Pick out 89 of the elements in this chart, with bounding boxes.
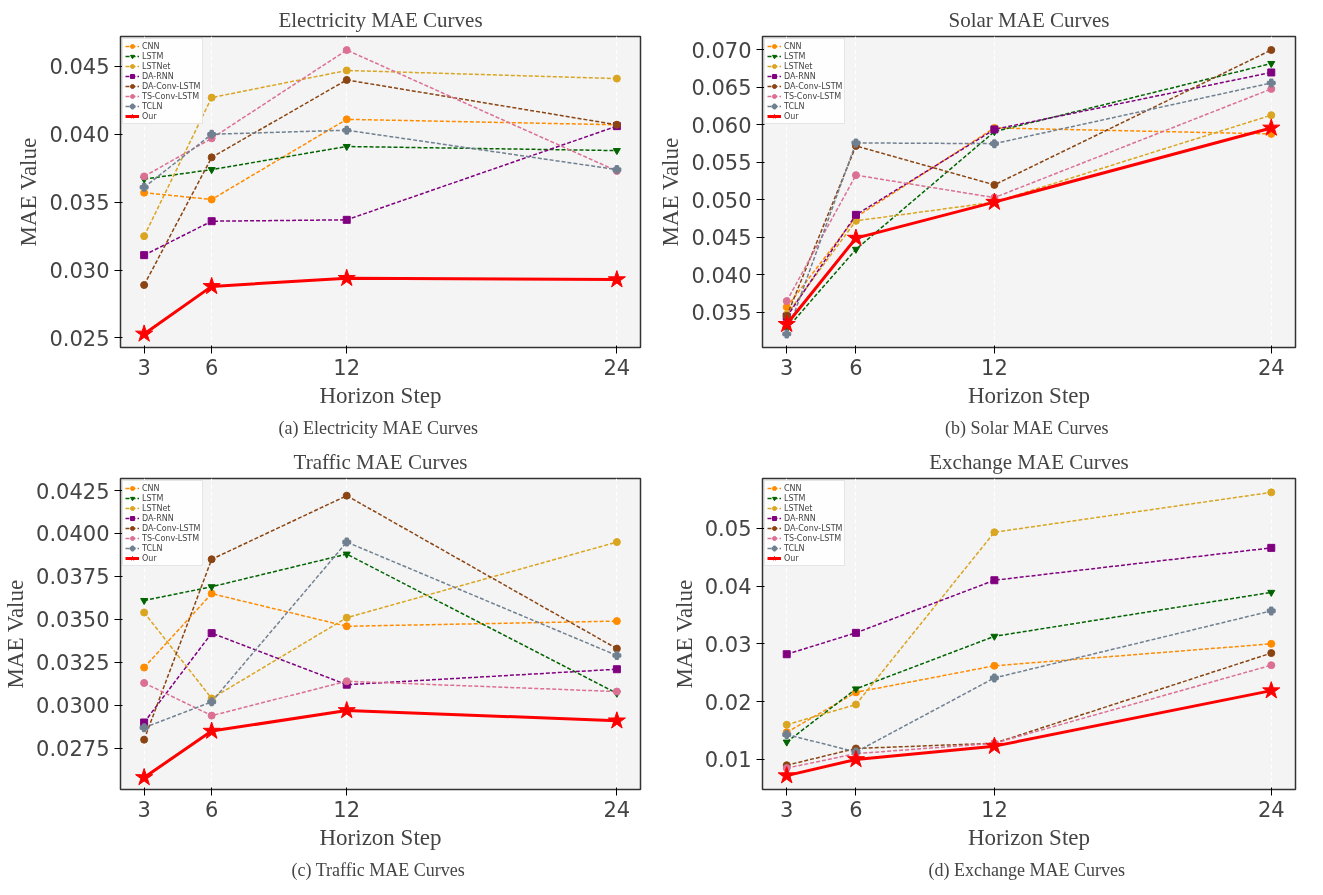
x-tick-label: 24: [1257, 355, 1285, 380]
legend-label: CNN: [784, 483, 803, 493]
x-tick-label: 12: [981, 355, 1008, 380]
legend-label: LSTNet: [142, 61, 171, 71]
legend-label: DA-RNN: [784, 513, 816, 523]
text: (c) Traffic MAE Curves: [291, 859, 465, 881]
x-tick-label: 3: [137, 355, 151, 380]
x-axis-title: Horizon Step: [968, 824, 1091, 850]
text: (d) Exchange MAE Curves: [928, 859, 1125, 881]
legend-label: LSTNet: [784, 61, 813, 71]
y-tick-label: 0.0375: [36, 565, 110, 590]
legend-label: TS-Conv-LSTM: [784, 91, 842, 101]
y-tick-label: 0.055: [691, 151, 752, 176]
legend-label: LSTM: [784, 493, 806, 503]
y-tick-label: 0.0425: [36, 479, 110, 504]
legend-label: TCLN: [784, 101, 805, 111]
legend-label: TCLN: [142, 543, 163, 553]
chart-title: Traffic MAE Curves: [293, 449, 468, 474]
y-tick-label: 0.04: [704, 575, 752, 600]
x-tick-label: 12: [333, 797, 361, 822]
y-tick-label: 0.0275: [36, 737, 110, 762]
y-tick-label: 0.070: [691, 38, 752, 63]
y-tick-label: 0.030: [49, 259, 110, 284]
chart-title: Solar MAE Curves: [948, 7, 1110, 32]
x-tick-label: 24: [1257, 797, 1285, 822]
y-tick-label: 0.025: [49, 326, 110, 351]
x-axis-title: Horizon Step: [968, 382, 1091, 408]
x-tick-label: 6: [849, 797, 863, 822]
legend-label: LSTNet: [142, 503, 171, 513]
legend-label: DA-Conv-LSTM: [784, 523, 843, 533]
x-tick-label: 6: [849, 355, 863, 380]
x-tick-label: 12: [333, 355, 361, 380]
legend-label: DA-Conv-LSTM: [142, 81, 201, 91]
legend-label: LSTM: [784, 51, 806, 61]
legend-label: DA-RNN: [142, 513, 174, 523]
chart-title: Exchange MAE Curves: [929, 449, 1129, 474]
y-tick-label: 0.065: [691, 76, 752, 101]
legend-label: TCLN: [142, 101, 163, 111]
y-tick-label: 0.035: [49, 191, 110, 216]
legend-label: DA-Conv-LSTM: [142, 523, 201, 533]
x-tick-label: 24: [603, 797, 631, 822]
x-tick-label: 3: [780, 797, 794, 822]
y-axis-title: MAE Value: [16, 137, 42, 247]
y-tick-label: 0.060: [691, 113, 752, 138]
y-axis-title: MAE Value: [3, 579, 29, 689]
legend-label: CNN: [784, 41, 803, 51]
legend-label: DA-RNN: [784, 71, 816, 81]
y-axis-title: MAE Value: [671, 579, 697, 689]
legend-label: LSTM: [142, 493, 164, 503]
legend-label: TS-Conv-LSTM: [142, 91, 200, 101]
x-tick-label: 6: [204, 797, 219, 822]
y-tick-label: 0.05: [704, 517, 752, 542]
legend-label: Our: [142, 553, 158, 563]
x-axis-title: Horizon Step: [319, 382, 442, 408]
chart-title: Electricity MAE Curves: [278, 7, 483, 32]
y-tick-label: 0.0325: [36, 651, 110, 676]
y-tick-label: 0.040: [691, 263, 752, 288]
y-tick-label: 0.02: [704, 690, 752, 715]
x-tick-label: 6: [204, 355, 219, 380]
x-axis-title: Horizon Step: [319, 824, 442, 850]
legend-label: DA-RNN: [142, 71, 174, 81]
legend-label: Our: [784, 111, 800, 121]
x-tick-label: 12: [981, 797, 1008, 822]
legend-label: Our: [784, 553, 800, 563]
y-tick-label: 0.0400: [36, 522, 110, 547]
legend-label: CNN: [142, 41, 161, 51]
y-tick-label: 0.045: [691, 226, 752, 251]
y-tick-label: 0.045: [49, 55, 110, 80]
y-tick-label: 0.050: [691, 188, 752, 213]
legend-label: Our: [142, 111, 158, 121]
y-axis-title: MAE Value: [658, 137, 684, 247]
legend-label: TS-Conv-LSTM: [142, 533, 200, 543]
y-tick-label: 0.035: [691, 301, 752, 326]
y-tick-label: 0.0350: [36, 608, 110, 633]
y-tick-label: 0.01: [704, 748, 752, 773]
y-tick-label: 0.03: [704, 632, 752, 657]
y-tick-label: 0.040: [49, 123, 110, 148]
x-tick-label: 24: [603, 355, 631, 380]
text: (b) Solar MAE Curves: [945, 417, 1109, 439]
x-tick-label: 3: [137, 797, 151, 822]
y-tick-label: 0.0300: [36, 694, 110, 719]
legend-label: CNN: [142, 483, 161, 493]
x-tick-label: 3: [780, 355, 794, 380]
legend-label: LSTM: [142, 51, 164, 61]
legend-label: LSTNet: [784, 503, 813, 513]
legend-label: TS-Conv-LSTM: [784, 533, 842, 543]
text: (a) Electricity MAE Curves: [278, 417, 478, 439]
legend-label: TCLN: [784, 543, 805, 553]
legend-label: DA-Conv-LSTM: [784, 81, 843, 91]
